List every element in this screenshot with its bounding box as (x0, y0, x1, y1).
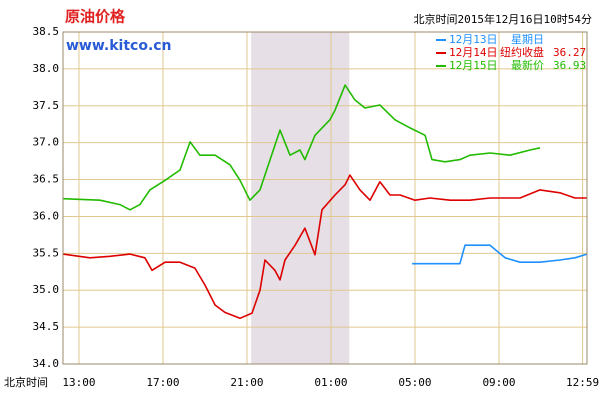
legend-value: 36.27 (553, 46, 586, 59)
x-tick-label: 12:59 (566, 376, 599, 389)
plot-frame (62, 31, 588, 365)
legend: 12月13日 星期日 12月14日 纽约收盘 36.27 12月15日 最新价 36.93 (436, 33, 586, 72)
y-tick-label: 35.0 (33, 283, 60, 296)
x-tick-label: 13:00 (62, 376, 95, 389)
y-tick-label: 34.0 (33, 357, 60, 370)
y-tick-label: 37.5 (33, 99, 60, 112)
legend-note: 最新价 (511, 58, 544, 72)
series-line (62, 174, 587, 320)
series-line (412, 244, 588, 265)
timestamp: 北京时间2015年12月16日10时54分 (414, 12, 592, 26)
y-tick-label: 37.0 (33, 136, 60, 149)
shade-layer (251, 32, 350, 364)
legend-label: 12月15日 (449, 59, 498, 72)
legend-label: 12月13日 (449, 33, 498, 46)
x-tick-label: 17:00 (146, 376, 179, 389)
y-tick-label: 36.0 (33, 209, 60, 222)
shaded-span (251, 32, 350, 364)
legend-note: 星期日 (511, 33, 544, 46)
y-tick-label: 35.5 (33, 246, 60, 259)
line-layer (62, 84, 588, 320)
x-axis-label: 北京时间 (4, 375, 48, 389)
x-tick-label: 05:00 (398, 376, 431, 389)
y-tick-label: 34.5 (33, 320, 60, 333)
y-tick-label: 38.5 (33, 25, 60, 38)
legend-value: 36.93 (553, 59, 586, 72)
y-tick-label: 38.0 (33, 62, 60, 75)
series-line (62, 84, 541, 211)
legend-label: 12月14日 (449, 46, 498, 59)
x-tick-label: 01:00 (314, 376, 347, 389)
x-tick-label: 21:00 (230, 376, 263, 389)
x-tick-label: 09:00 (482, 376, 515, 389)
chart-title: 原油价格 (65, 8, 126, 26)
y-tick-label: 36.5 (33, 173, 60, 186)
chart-subtitle: www.kitco.cn (66, 38, 172, 54)
legend-note: 纽约收盘 (500, 45, 544, 59)
